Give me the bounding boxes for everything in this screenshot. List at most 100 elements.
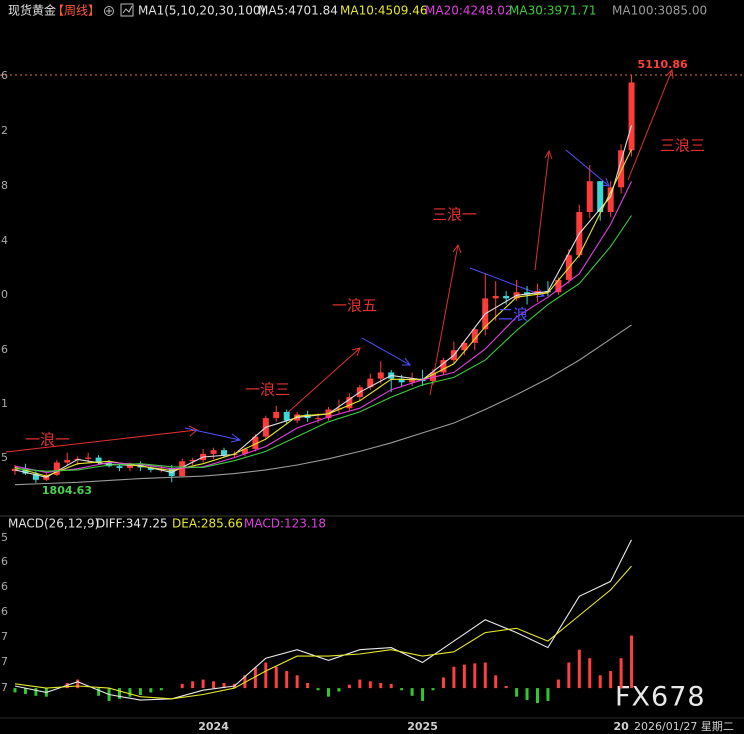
x-tick-label: 2024 [198, 720, 229, 733]
macd-bar [191, 681, 195, 689]
arrow-head [452, 243, 462, 254]
macd-bar [536, 688, 539, 704]
macd-bar [128, 688, 132, 697]
legend-entry: MA20:4248.02 [425, 4, 513, 18]
legend-entry: MA10:4509.46 [340, 4, 428, 18]
macd-bar [525, 688, 529, 701]
macd-bar [347, 684, 351, 689]
indicator-icon[interactable] [120, 3, 134, 17]
candle-body [586, 181, 593, 213]
macd-bar [149, 688, 153, 693]
max-label: 5110.86 [638, 58, 688, 71]
candle-body [461, 342, 468, 351]
macd-bar [452, 666, 456, 689]
y-tick-label: 4 [1, 234, 8, 247]
macd-bar [462, 664, 466, 689]
period-label: 【周线】 [52, 4, 100, 18]
candle-body [283, 411, 290, 421]
macd-bar [379, 682, 383, 689]
candle-body [95, 457, 102, 463]
wave-label: 一浪三 [245, 381, 290, 399]
y-tick-label: 8 [1, 179, 8, 192]
candle-body [440, 360, 447, 373]
macd-bar [598, 675, 602, 689]
macd-bar [97, 688, 101, 696]
y-tick-label: 6 [1, 605, 8, 618]
legend-entry: MACD:123.18 [244, 517, 326, 531]
macd-bar [577, 649, 581, 689]
arrow-head [544, 149, 553, 160]
y-tick-label: 2 [1, 124, 8, 137]
macd-bar [400, 688, 404, 691]
ma-line [14, 215, 632, 472]
add-icon[interactable] [104, 6, 114, 16]
macd-bar [23, 688, 27, 695]
candle-body [147, 467, 154, 470]
candle-body [273, 411, 280, 419]
macd-bar [504, 685, 508, 689]
min-label: 1804.63 [42, 484, 92, 497]
arrow [469, 267, 545, 297]
macd-bar [34, 688, 38, 696]
macd-bar [212, 681, 216, 689]
arrow-head [188, 425, 198, 437]
y-tick-label: 1 [1, 397, 8, 410]
candle-body [409, 378, 416, 383]
watermark: FX678 [615, 682, 706, 713]
candle-body [607, 187, 614, 213]
arrow [534, 150, 550, 271]
wave-label: 一浪五 [332, 297, 377, 315]
macd-bar [180, 683, 184, 689]
arrow-head [600, 177, 610, 187]
macd-bar [515, 688, 519, 697]
macd-bar [441, 677, 445, 689]
candle-body [335, 408, 342, 410]
macd-bar [619, 658, 623, 689]
x-tick-label: 2025 [407, 720, 438, 733]
candle-body [503, 295, 510, 299]
candle-body [221, 450, 227, 456]
indicator-icon-line [122, 5, 133, 14]
candle-body [555, 279, 562, 293]
macd-bar [76, 679, 80, 689]
macd-bar [567, 662, 571, 689]
legend-entry: MA100:3085.00 [612, 4, 707, 18]
macd-line [14, 565, 632, 700]
macd-bar [13, 688, 17, 693]
arrow [627, 69, 673, 181]
candle-body [22, 468, 29, 474]
arrow [5, 429, 198, 453]
arrow-head [351, 347, 361, 357]
arrow [284, 347, 361, 416]
y-tick-label: 5 [1, 531, 8, 544]
legend-entry: DEA:285.66 [172, 517, 243, 531]
arrow-head [665, 68, 674, 80]
macd-bar [243, 675, 247, 689]
wave-arrows [5, 68, 674, 453]
arrow [184, 427, 241, 441]
macd-bar [316, 688, 320, 691]
y-tick-label: 5 [1, 451, 8, 464]
x-tick-label: 20 [613, 720, 629, 733]
chart-title: 现货黄金 [8, 3, 56, 18]
candle-body [85, 457, 92, 459]
macd-bar [630, 635, 634, 689]
macd-bar [201, 679, 205, 689]
y-tick-label: 6 [1, 555, 8, 568]
y-tick-label: 7 [1, 655, 8, 668]
candle-body [53, 462, 60, 475]
macd-line [14, 539, 632, 701]
candle-body [64, 460, 71, 463]
candle-body [32, 473, 39, 480]
macd-bar [285, 671, 289, 689]
candle-body [430, 372, 436, 382]
arrow [361, 337, 411, 366]
macd-bar [410, 688, 414, 696]
macd-bar [609, 671, 613, 689]
macd-bar [546, 688, 550, 701]
candle-body [471, 329, 478, 343]
macd-bar [222, 682, 226, 689]
indicator-label: MA1(5,10,20,30,100) [138, 4, 265, 18]
